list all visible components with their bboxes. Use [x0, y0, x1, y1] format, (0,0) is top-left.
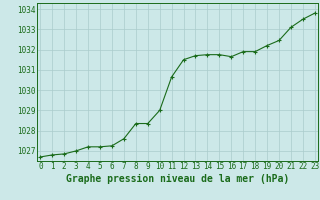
X-axis label: Graphe pression niveau de la mer (hPa): Graphe pression niveau de la mer (hPa) — [66, 174, 289, 184]
